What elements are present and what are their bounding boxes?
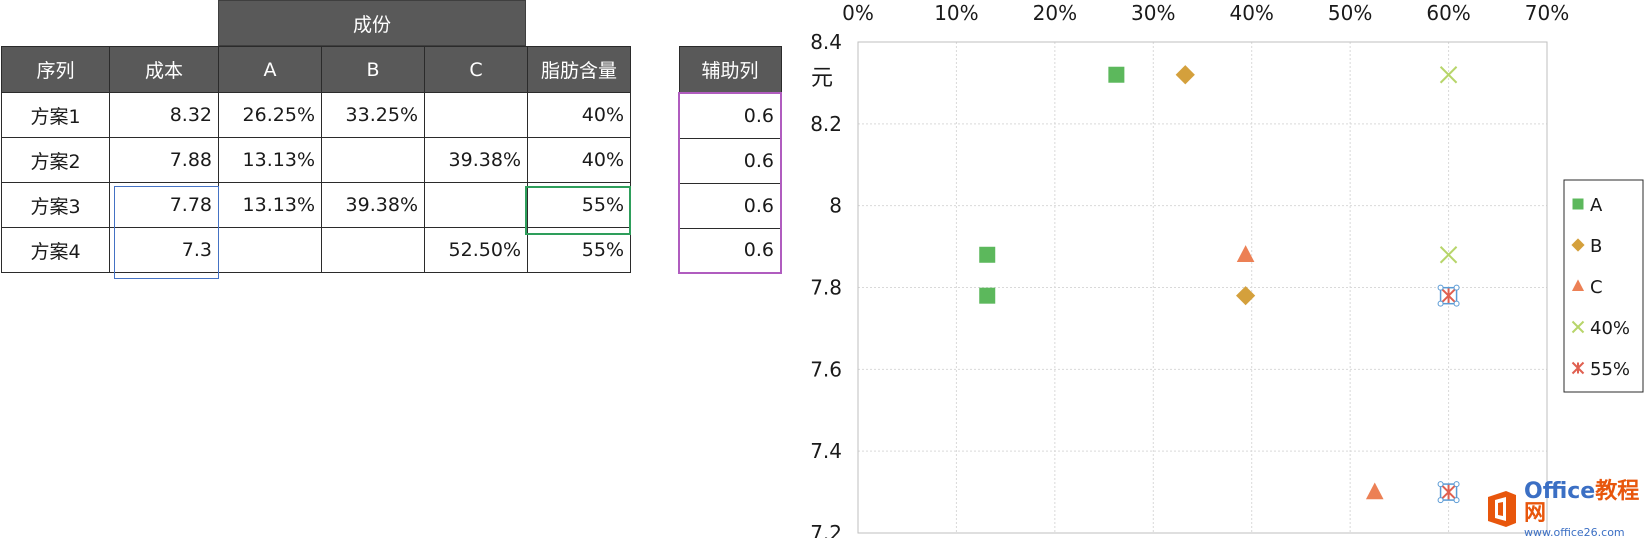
selection-handle[interactable] [1437, 497, 1444, 504]
y-tick-label: 7.4 [810, 439, 842, 463]
group-header-ingredients[interactable]: 成份 [218, 0, 526, 46]
selection-handle[interactable] [1453, 497, 1460, 504]
legend-label: 55% [1590, 359, 1630, 380]
table-cell[interactable] [321, 137, 425, 183]
office-logo-icon [1484, 489, 1520, 529]
table-cell[interactable]: 13.13% [218, 137, 322, 183]
header-row: 序列 成本 A B C 脂肪含量 [1, 46, 631, 93]
selection-handle[interactable] [1437, 481, 1444, 488]
y-tick-label: 8.2 [810, 112, 842, 136]
table-cell[interactable]: 39.38% [424, 137, 528, 183]
table-cell[interactable]: 26.25% [218, 92, 322, 138]
selection-handle[interactable] [1437, 300, 1444, 307]
data-point-series-A[interactable] [1108, 66, 1125, 83]
table-cell[interactable]: 8.32 [109, 92, 219, 138]
table-cell[interactable]: 方案4 [1, 227, 110, 273]
legend-label: B [1590, 236, 1602, 257]
header-cell[interactable]: 脂肪含量 [527, 46, 631, 93]
legend-marker[interactable] [1572, 198, 1584, 210]
table-cell[interactable]: 0.6 [678, 227, 782, 274]
legend-label: A [1590, 195, 1603, 216]
legend-marker[interactable] [1571, 238, 1585, 252]
selection-handle[interactable] [1453, 481, 1460, 488]
logo-name: Office [1524, 478, 1596, 504]
table-cell[interactable]: 0.6 [678, 92, 782, 139]
selection-handle[interactable] [1453, 300, 1460, 307]
x-tick-label: 40% [1229, 1, 1273, 25]
point-selection-box [1439, 483, 1458, 501]
table-row: 方案4 7.3 52.50% 55% [1, 227, 631, 273]
table-row: 方案3 7.78 13.13% 39.38% 55% [1, 182, 631, 228]
data-point-series-55pct[interactable] [1439, 286, 1458, 305]
header-cell[interactable]: 成本 [109, 46, 219, 93]
legend-marker[interactable] [1571, 320, 1585, 334]
point-selection-box [1439, 286, 1458, 305]
table-row: 0.6 [678, 182, 782, 229]
legend-label: 40% [1590, 318, 1630, 339]
table-cell[interactable]: 7.78 [109, 182, 219, 228]
table-row: 方案2 7.88 13.13% 39.38% 40% [1, 137, 631, 183]
table-row: 0.6 [678, 92, 782, 139]
x-tick-label: 20% [1033, 1, 1077, 25]
plot-border [857, 41, 1548, 534]
x-tick-label: 60% [1426, 1, 1470, 25]
legend-marker[interactable] [1571, 361, 1585, 375]
x-tick-label: 10% [934, 1, 978, 25]
y-axis-label: 元 [811, 66, 833, 91]
data-point-series-B[interactable] [1236, 286, 1256, 306]
data-point-series-C[interactable] [1236, 245, 1255, 262]
logo-name-accent: 教程网 [1524, 478, 1640, 526]
helper-column-table: 辅助列 0.6 0.6 0.6 0.6 [678, 46, 782, 274]
table-row: 0.6 [678, 137, 782, 184]
y-tick-label: 7.6 [810, 357, 842, 381]
table-cell[interactable]: 55% [527, 182, 631, 228]
table-row: 方案1 8.32 26.25% 33.25% 40% [1, 92, 631, 138]
y-tick-label: 8 [829, 194, 842, 218]
x-tick-label: 0% [842, 1, 874, 25]
table-cell[interactable]: 13.13% [218, 182, 322, 228]
data-point-series-40pct[interactable] [1439, 66, 1458, 84]
y-tick-label: 7.8 [810, 276, 842, 300]
data-point-series-C[interactable] [1365, 482, 1384, 500]
logo-url: www.office26.com [1524, 525, 1625, 539]
table-cell[interactable] [424, 92, 528, 138]
x-tick-label: 70% [1525, 1, 1569, 25]
table-cell[interactable] [321, 227, 425, 273]
y-tick-label: 8.4 [810, 30, 842, 54]
y-tick-label: 7.2 [810, 521, 842, 538]
data-point-series-55pct[interactable] [1439, 483, 1458, 501]
header-cell[interactable]: A [218, 46, 322, 93]
legend-marker[interactable] [1571, 279, 1585, 291]
x-tick-label: 30% [1131, 1, 1175, 25]
table-cell[interactable]: 33.25% [321, 92, 425, 138]
cost-table: 序列 成本 A B C 脂肪含量 方案1 8.32 26.25% 33.25% … [1, 46, 631, 273]
legend-label: C [1590, 277, 1603, 298]
header-cell[interactable]: C [424, 46, 528, 93]
header-cell[interactable]: B [321, 46, 425, 93]
table-cell[interactable]: 0.6 [678, 137, 782, 184]
data-point-series-40pct[interactable] [1439, 246, 1458, 264]
table-cell[interactable]: 40% [527, 92, 631, 138]
header-cell[interactable]: 序列 [1, 46, 110, 93]
table-cell[interactable]: 方案1 [1, 92, 110, 138]
x-tick-label: 50% [1328, 1, 1372, 25]
table-cell[interactable]: 52.50% [424, 227, 528, 273]
selection-handle[interactable] [1437, 284, 1444, 291]
selection-handle[interactable] [1453, 284, 1460, 291]
watermark-logo: Office教程网 www.office26.com [1484, 480, 1644, 538]
table-cell[interactable]: 7.3 [109, 227, 219, 273]
data-point-series-A[interactable] [979, 287, 996, 304]
data-point-series-A[interactable] [979, 246, 996, 263]
table-row: 0.6 [678, 227, 782, 274]
table-cell[interactable]: 7.88 [109, 137, 219, 183]
data-point-series-B[interactable] [1175, 65, 1195, 85]
table-cell[interactable]: 0.6 [678, 182, 782, 229]
